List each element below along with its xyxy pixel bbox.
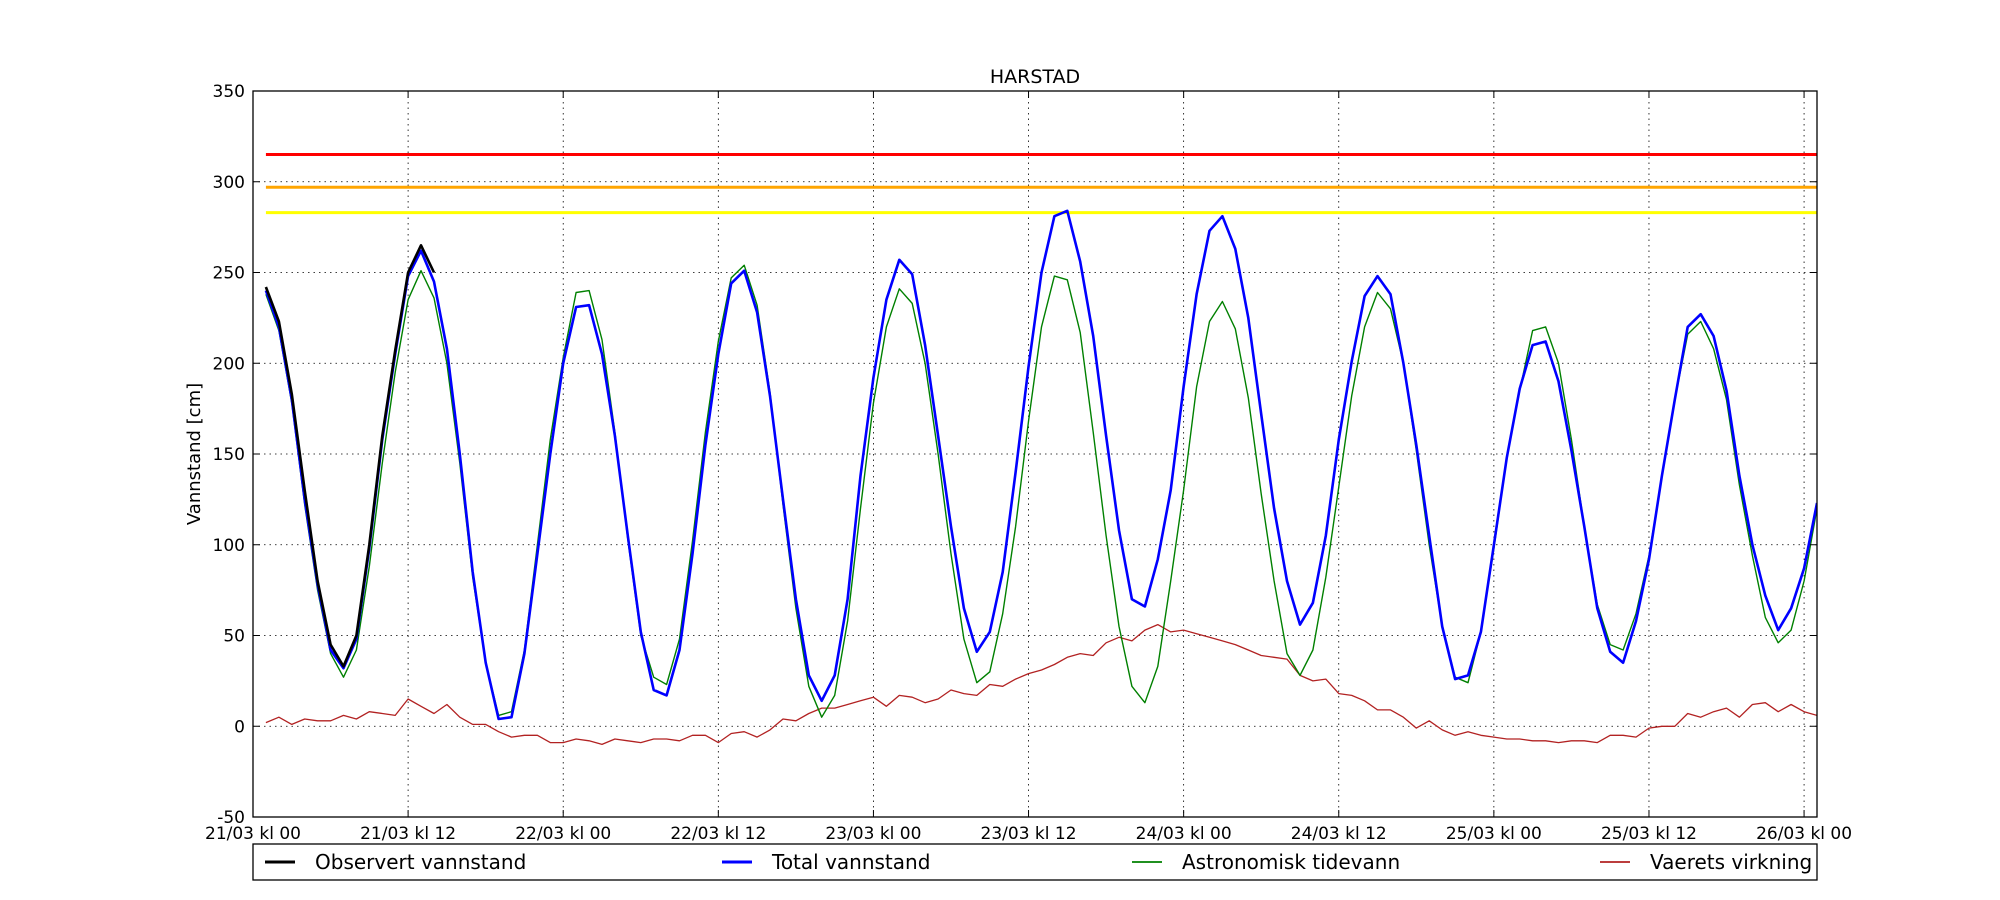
x-tick-label: 24/03 kl 00 — [1136, 824, 1232, 844]
y-tick-label: 250 — [213, 264, 245, 284]
y-axis-label: Vannstand [cm] — [184, 383, 205, 525]
x-tick-label: 22/03 kl 00 — [515, 824, 611, 844]
series-lines — [264, 209, 1817, 746]
legend-label: Observert vannstand — [315, 850, 526, 874]
x-tick-label: 26/03 kl 00 — [1756, 824, 1852, 844]
legend-label: Astronomisk tidevann — [1182, 850, 1400, 874]
legend-label: Total vannstand — [771, 850, 930, 874]
x-tick-label: 21/03 kl 12 — [360, 824, 456, 844]
threshold-lines — [265, 153, 1817, 215]
legend-label: Vaerets virkning — [1650, 850, 1812, 874]
y-tick-label: 300 — [213, 173, 245, 193]
x-axis-ticks: 21/03 kl 00 21/03 kl 12 22/03 kl 00 22/03 k… — [205, 91, 1852, 844]
chart-title: HARSTAD — [990, 66, 1080, 88]
grid — [253, 91, 1817, 817]
series-line-astronomisk-tidevann — [265, 264, 1817, 718]
y-axis-ticks: -50 0 50 100 150 200 250 300 350 — [213, 82, 1817, 828]
y-tick-label: 0 — [234, 717, 245, 737]
y-tick-label: 350 — [213, 82, 245, 102]
y-tick-label: 100 — [213, 536, 245, 556]
y-tick-label: 150 — [213, 445, 245, 465]
x-tick-label: 24/03 kl 12 — [1291, 824, 1387, 844]
x-tick-label: 22/03 kl 12 — [670, 824, 766, 844]
legend-box — [252, 843, 1818, 881]
y-tick-label: 50 — [223, 627, 245, 647]
legend: Observert vannstand Total vannstand Astron… — [265, 850, 1812, 874]
series-line-vaerets-virkning — [265, 623, 1817, 746]
series-line-total-vannstand — [264, 209, 1817, 721]
x-tick-label: 23/03 kl 00 — [825, 824, 921, 844]
x-tick-label: 21/03 kl 00 — [205, 824, 301, 844]
x-tick-label: 25/03 kl 00 — [1446, 824, 1542, 844]
x-tick-label: 23/03 kl 12 — [981, 824, 1077, 844]
y-tick-label: -50 — [217, 808, 245, 828]
x-tick-label: 25/03 kl 12 — [1601, 824, 1697, 844]
y-tick-label: 200 — [213, 354, 245, 374]
series-line-observert-vannstand — [264, 244, 436, 668]
